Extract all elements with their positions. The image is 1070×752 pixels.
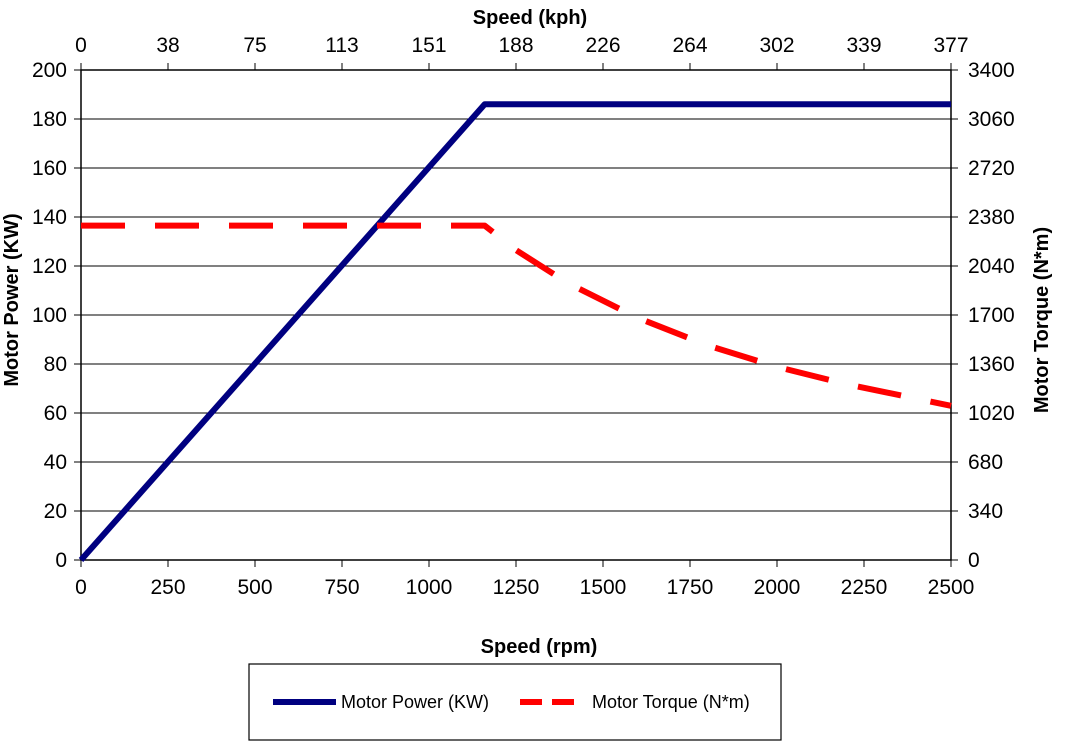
x-bottom-tick-label-10: 2500 (928, 576, 975, 599)
y-left-tick-label-4: 80 (44, 353, 67, 376)
x-top-tick-label-7: 264 (672, 34, 707, 57)
series-line-motor-torque (81, 222, 952, 409)
y-axis-left-title: Motor Power (KW) (1, 213, 23, 386)
x-top-tick-label-6: 226 (585, 34, 620, 57)
y-left-tick-label-7: 140 (32, 206, 67, 229)
axis-ticks: 0204060801001201401601802000340680102013… (32, 34, 1015, 599)
x-bottom-tick-label-5: 1250 (493, 576, 540, 599)
y-right-tick-label-4: 1360 (968, 353, 1015, 376)
y-left-tick-label-9: 180 (32, 108, 67, 131)
x-top-tick-label-1: 38 (156, 34, 179, 57)
grid-lines (81, 69, 951, 561)
y-left-tick-label-1: 20 (44, 500, 67, 523)
x-bottom-tick-label-3: 750 (324, 576, 359, 599)
y-left-tick-label-5: 100 (32, 304, 67, 327)
y-right-tick-label-6: 2040 (968, 255, 1015, 278)
y-left-tick-label-3: 60 (44, 402, 67, 425)
x-top-tick-label-0: 0 (75, 34, 87, 57)
x-axis-top-title: Speed (kph) (473, 7, 587, 29)
legend-label-motor-power: Motor Power (KW) (341, 692, 489, 712)
y-right-tick-label-8: 2720 (968, 157, 1015, 180)
x-top-tick-label-10: 377 (933, 34, 968, 57)
y-left-tick-label-8: 160 (32, 157, 67, 180)
legend-box (248, 663, 782, 741)
y-right-tick-label-2: 680 (968, 451, 1003, 474)
y-axis-right-title: Motor Torque (N*m) (1031, 227, 1053, 413)
x-axis-bottom-title: Speed (rpm) (481, 636, 598, 658)
y-left-tick-label-2: 40 (44, 451, 67, 474)
series-line-motor-power (78, 101, 951, 562)
legend-label-motor-torque: Motor Torque (N*m) (592, 692, 750, 712)
x-bottom-tick-label-2: 500 (237, 576, 272, 599)
x-top-tick-label-3: 113 (325, 34, 358, 57)
x-bottom-tick-label-6: 1500 (580, 576, 627, 599)
y-right-tick-label-1: 340 (968, 500, 1003, 523)
x-top-tick-label-4: 151 (411, 34, 446, 57)
y-right-tick-label-0: 0 (968, 549, 980, 572)
legend: Motor Power (KW) Motor Torque (N*m) (248, 663, 782, 741)
x-bottom-tick-label-0: 0 (75, 576, 87, 599)
y-left-tick-label-0: 0 (55, 549, 67, 572)
x-bottom-tick-label-9: 2250 (841, 576, 888, 599)
x-bottom-tick-label-7: 1750 (667, 576, 714, 599)
y-right-tick-label-7: 2380 (968, 206, 1015, 229)
y-right-tick-label-9: 3060 (968, 108, 1015, 131)
x-bottom-tick-label-8: 2000 (754, 576, 801, 599)
y-right-tick-label-3: 1020 (968, 402, 1015, 425)
x-top-tick-label-8: 302 (759, 34, 794, 57)
x-top-tick-label-2: 75 (243, 34, 266, 57)
y-left-tick-label-6: 120 (32, 255, 67, 278)
y-left-tick-label-10: 200 (32, 59, 67, 82)
y-right-tick-label-10: 3400 (968, 59, 1015, 82)
x-top-tick-label-9: 339 (846, 34, 881, 57)
x-bottom-tick-label-4: 1000 (406, 576, 453, 599)
y-right-tick-label-5: 1700 (968, 304, 1015, 327)
x-top-tick-label-5: 188 (498, 34, 533, 57)
series-layer (78, 101, 952, 562)
x-bottom-tick-label-1: 250 (150, 576, 185, 599)
